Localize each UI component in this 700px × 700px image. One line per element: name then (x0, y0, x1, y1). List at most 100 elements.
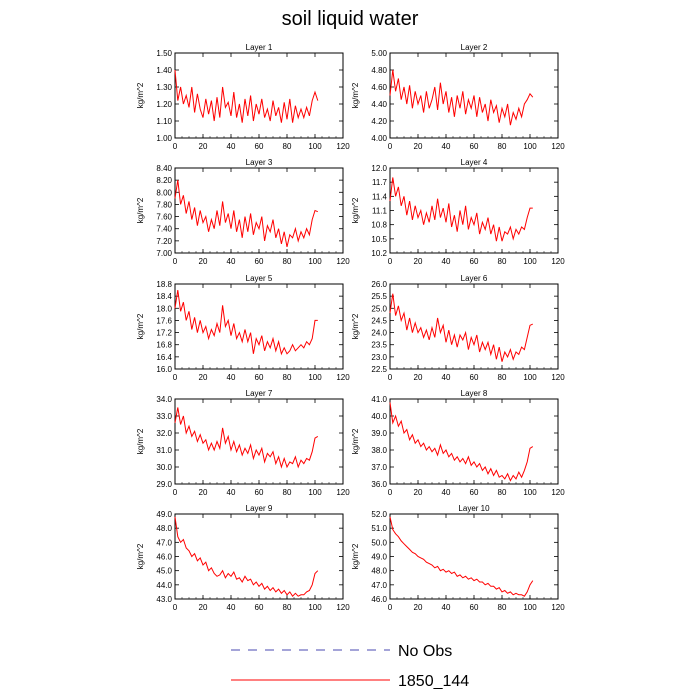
y-tick-label: 48.0 (371, 567, 387, 576)
x-tick-label: 100 (523, 257, 537, 266)
y-tick-label: 52.0 (371, 510, 387, 519)
y-tick-label: 22.5 (371, 365, 387, 374)
x-tick-label: 20 (414, 488, 423, 497)
x-tick-label: 100 (308, 488, 322, 497)
y-tick-label: 23.0 (371, 353, 387, 362)
y-tick-label: 11.4 (372, 192, 388, 201)
series-line (389, 516, 534, 597)
panel-title: Layer 9 (246, 504, 273, 513)
y-tick-label: 16.4 (156, 353, 172, 362)
y-axis-label: kg/m^2 (136, 197, 145, 223)
y-tick-label: 40.0 (371, 412, 387, 421)
y-tick-label: 1.10 (156, 117, 172, 126)
y-tick-label: 8.40 (156, 164, 172, 173)
y-tick-label: 11.1 (372, 207, 388, 216)
y-tick-label: 18.0 (156, 304, 172, 313)
x-tick-label: 20 (414, 373, 423, 382)
y-axis-label: kg/m^2 (351, 313, 360, 339)
x-tick-label: 40 (442, 257, 451, 266)
panel-title: Layer 2 (461, 43, 488, 52)
x-tick-label: 80 (283, 142, 292, 151)
x-tick-label: 0 (173, 488, 178, 497)
series-line (389, 69, 534, 126)
panel-layer-2: Layer 2 kg/m^2 0 20 40 60 80 100 120 4.00 4.20 4.40… (351, 43, 565, 151)
y-tick-label: 1.00 (156, 134, 172, 143)
x-tick-label: 60 (255, 603, 264, 612)
y-axis-label: kg/m^2 (351, 543, 360, 569)
y-axis-label: kg/m^2 (136, 82, 145, 108)
y-tick-label: 37.0 (371, 463, 387, 472)
y-tick-label: 29.0 (156, 480, 172, 489)
y-axis-label: kg/m^2 (136, 313, 145, 339)
panel-layer-5: Layer 5 kg/m^2 0 20 40 60 80 100 120 16.0 16.4 16.8… (136, 274, 350, 382)
y-tick-label: 7.60 (156, 213, 172, 222)
y-tick-label: 44.0 (156, 581, 172, 590)
x-tick-label: 80 (498, 603, 507, 612)
x-tick-label: 100 (523, 373, 537, 382)
y-tick-label: 17.6 (156, 316, 172, 325)
x-tick-label: 100 (308, 373, 322, 382)
y-tick-label: 46.0 (371, 595, 387, 604)
x-tick-label: 80 (283, 603, 292, 612)
x-tick-label: 20 (199, 142, 208, 151)
y-tick-label: 7.80 (156, 200, 172, 209)
x-tick-label: 60 (470, 488, 479, 497)
x-tick-label: 40 (227, 142, 236, 151)
x-tick-label: 0 (388, 142, 393, 151)
plot-frame (174, 398, 344, 485)
y-tick-label: 17.2 (156, 329, 172, 338)
x-tick-label: 100 (308, 257, 322, 266)
y-tick-label: 24.0 (371, 329, 387, 338)
x-tick-label: 0 (388, 488, 393, 497)
x-tick-label: 40 (227, 373, 236, 382)
panel-layer-6: Layer 6 kg/m^2 0 20 40 60 80 100 120 22.5 23.0 23.5… (351, 274, 565, 382)
x-tick-label: 120 (551, 142, 565, 151)
panel-title: Layer 10 (458, 504, 490, 513)
x-tick-label: 100 (523, 488, 537, 497)
x-tick-label: 0 (173, 373, 178, 382)
y-tick-label: 51.0 (371, 524, 387, 533)
panel-title: Layer 5 (246, 274, 273, 283)
x-tick-label: 120 (336, 373, 350, 382)
x-tick-label: 60 (470, 373, 479, 382)
panel-layer-7: Layer 7 kg/m^2 0 20 40 60 80 100 120 29.0 30.0 31.0… (136, 389, 350, 497)
y-tick-label: 10.2 (371, 249, 387, 258)
y-tick-label: 47.0 (156, 538, 172, 547)
y-tick-label: 41.0 (371, 395, 387, 404)
plot-frame (389, 398, 559, 485)
x-tick-label: 120 (336, 257, 350, 266)
x-tick-label: 40 (227, 488, 236, 497)
x-tick-label: 80 (498, 488, 507, 497)
x-tick-label: 20 (199, 257, 208, 266)
y-tick-label: 23.5 (371, 341, 387, 350)
x-tick-label: 80 (283, 373, 292, 382)
y-tick-label: 47.0 (371, 581, 387, 590)
x-tick-label: 0 (173, 142, 178, 151)
x-tick-label: 20 (199, 373, 208, 382)
x-tick-label: 0 (388, 373, 393, 382)
plot-frame (389, 513, 559, 600)
x-tick-label: 20 (414, 142, 423, 151)
y-tick-label: 24.5 (371, 316, 387, 325)
y-tick-label: 36.0 (371, 480, 387, 489)
x-tick-label: 80 (498, 373, 507, 382)
y-axis-label: kg/m^2 (351, 428, 360, 454)
y-tick-label: 4.20 (371, 117, 387, 126)
x-tick-label: 100 (523, 142, 537, 151)
panel-layer-10: Layer 10 kg/m^2 0 20 40 60 80 100 120 46.0 47.0 48.… (351, 504, 565, 612)
panel-layer-8: Layer 8 kg/m^2 0 20 40 60 80 100 120 36.0 37.0 38.0… (351, 389, 565, 497)
y-tick-label: 30.0 (156, 463, 172, 472)
panel-layer-1: Layer 1 kg/m^2 0 20 40 60 80 100 120 1.00 1.10 1.20… (136, 43, 350, 151)
plot-frame (174, 52, 344, 139)
y-tick-label: 1.40 (156, 66, 172, 75)
x-tick-label: 120 (336, 603, 350, 612)
y-tick-label: 39.0 (371, 429, 387, 438)
x-tick-label: 60 (255, 142, 264, 151)
series-line (174, 69, 319, 123)
y-axis-label: kg/m^2 (136, 428, 145, 454)
x-tick-label: 0 (388, 603, 393, 612)
y-axis-label: kg/m^2 (351, 197, 360, 223)
panel-title: Layer 8 (461, 389, 488, 398)
x-tick-label: 40 (442, 603, 451, 612)
panel-title: Layer 3 (246, 158, 273, 167)
